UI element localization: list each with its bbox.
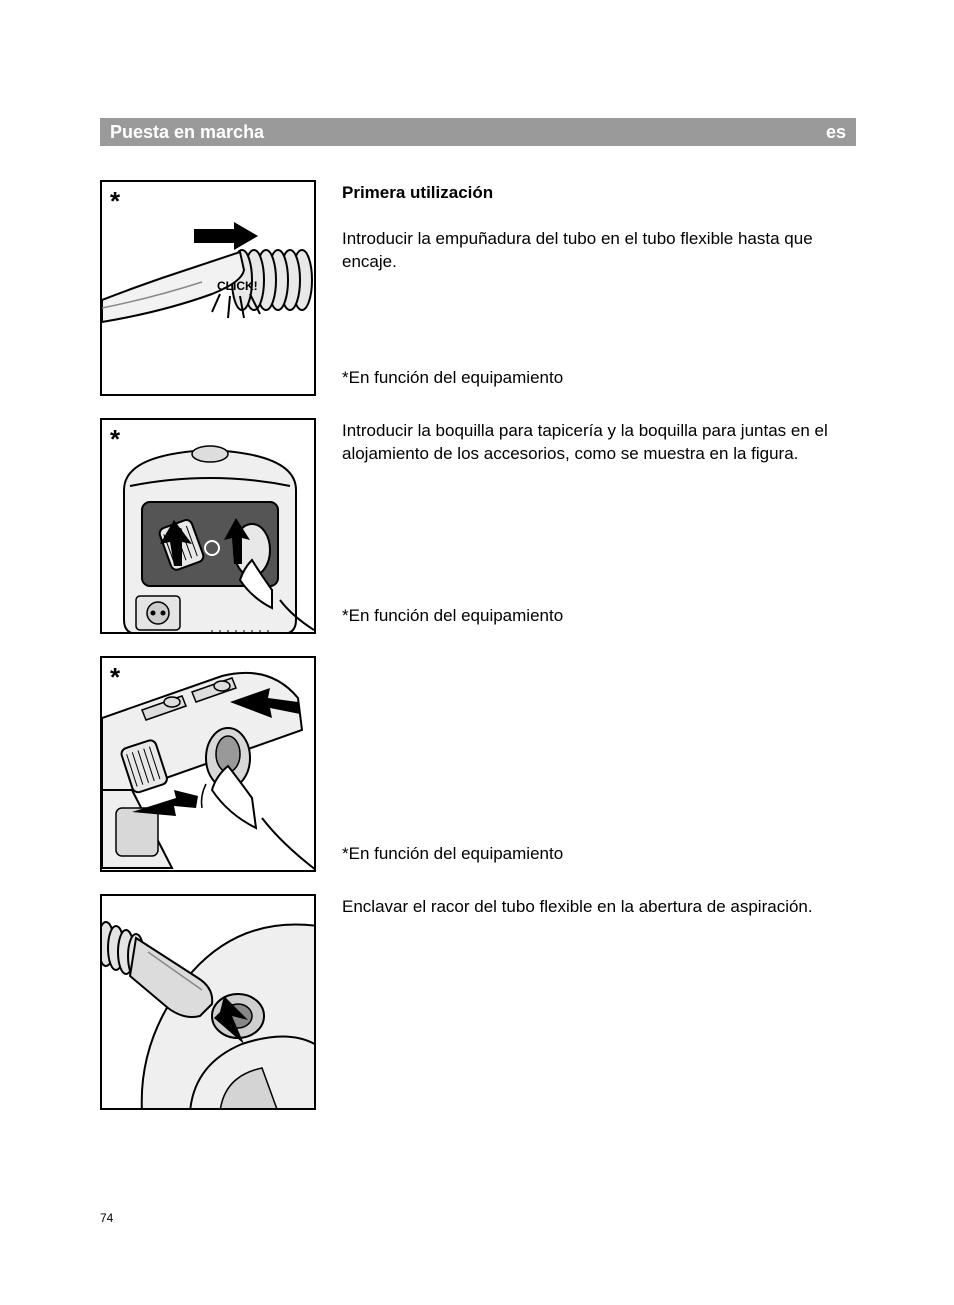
- accessory-slide-illustration: [102, 658, 316, 872]
- handle-hose-illustration: CLICK!: [102, 182, 316, 396]
- instruction-row: *: [100, 418, 856, 634]
- page-number: 74: [100, 1211, 113, 1225]
- page: Puesta en marcha es *: [0, 0, 954, 1172]
- asterisk-mark: *: [110, 424, 120, 455]
- hose-connector-illustration: [102, 896, 316, 1110]
- instruction-text: Introducir la boquilla para tapicería y …: [342, 418, 856, 634]
- header-lang: es: [826, 122, 846, 143]
- asterisk-mark: *: [110, 186, 120, 217]
- body-text: Enclavar el racor del tubo flexible en l…: [342, 896, 856, 919]
- illustration-box: *: [100, 418, 316, 634]
- accessory-compartment-illustration: [102, 420, 316, 634]
- illustration-box: *: [100, 656, 316, 872]
- instruction-row: Enclavar el racor del tubo flexible en l…: [100, 894, 856, 1110]
- body-text: Introducir la empuñadura del tubo en el …: [342, 228, 856, 274]
- illustration-box: [100, 894, 316, 1110]
- instruction-text: *En función del equipamiento: [342, 656, 856, 872]
- header-title: Puesta en marcha: [110, 122, 264, 143]
- body-text: Introducir la boquilla para tapicería y …: [342, 420, 856, 466]
- instruction-text: Enclavar el racor del tubo flexible en l…: [342, 894, 856, 1110]
- footnote: *En función del equipamiento: [342, 843, 856, 866]
- section-heading: Primera utilización: [342, 182, 856, 205]
- instruction-row: *: [100, 180, 856, 396]
- section-header-bar: Puesta en marcha es: [100, 118, 856, 146]
- instruction-text: Primera utilización Introducir la empuña…: [342, 180, 856, 396]
- footnote: *En función del equipamiento: [342, 367, 856, 390]
- asterisk-mark: *: [110, 662, 120, 693]
- footnote: *En función del equipamiento: [342, 605, 856, 628]
- instruction-row: *: [100, 656, 856, 872]
- click-label: CLICK!: [217, 279, 258, 293]
- illustration-box: *: [100, 180, 316, 396]
